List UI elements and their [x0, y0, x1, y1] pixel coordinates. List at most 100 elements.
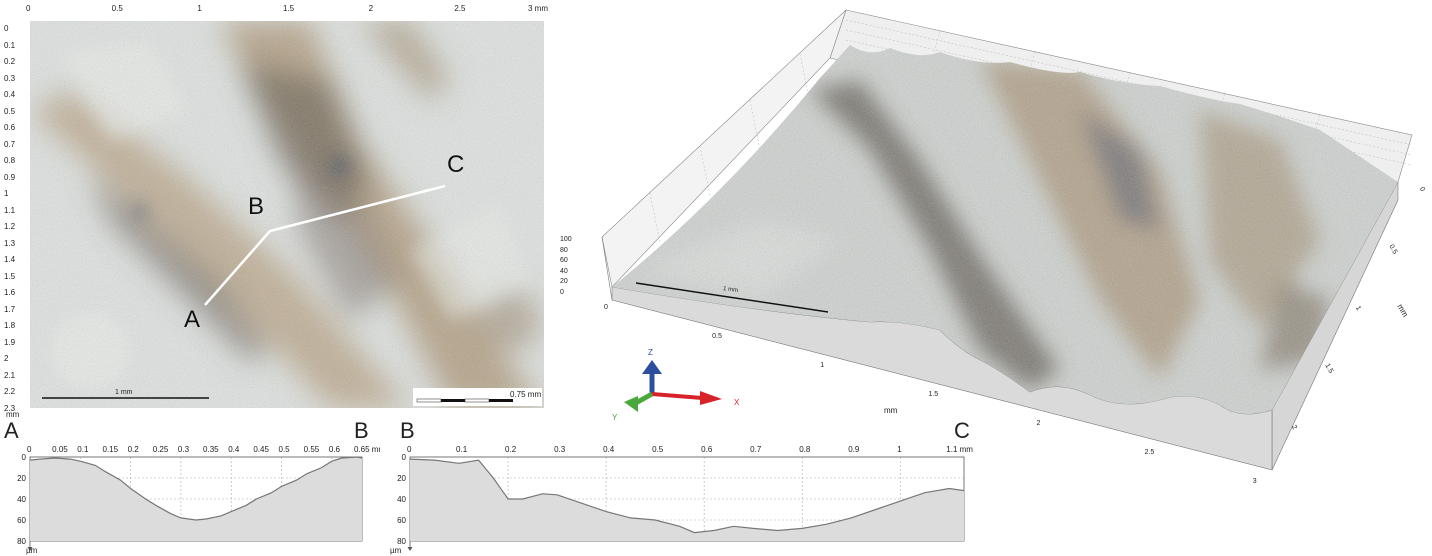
profile-x-tick: 0.6 [329, 445, 341, 454]
profile-bc-y-unit: µm [390, 546, 402, 555]
view3d-x-tick: 2 [1036, 420, 1041, 427]
view3d-scale-bar [635, 282, 829, 313]
view3d-y-tick: 2 [1289, 424, 1298, 432]
view3d-x-tick: 1 [820, 362, 825, 369]
axes-gizmo [624, 360, 722, 412]
axis-label-x: X [734, 398, 740, 407]
axis-label-z: Z [648, 348, 653, 357]
profile-x-tick: 0.2 [128, 445, 140, 454]
profile-y-tick: 20 [397, 474, 406, 483]
micrograph-y-tick: 0 [4, 24, 9, 33]
view3d-y-tick: 0 [1417, 186, 1426, 193]
micrograph-scale-bar-label: 1 mm [115, 389, 133, 396]
profile-x-tick: 0.05 [52, 445, 68, 454]
view3d-x-tick: 2.5 [1144, 449, 1155, 456]
view3d-z-tick: 40 [560, 267, 568, 275]
profile-y-tick: 80 [397, 537, 406, 546]
view3d-x-tick: 0.5 [712, 333, 722, 340]
profile-y-tick: 60 [397, 516, 406, 525]
profile-x-tick: 0.55 [304, 445, 320, 454]
micrograph-y-tick: 1.4 [4, 255, 16, 265]
view3d-x-tick: 1.5 [928, 391, 939, 398]
view3d-z-tick: 100 [560, 236, 572, 243]
micrograph-x-axis: 0 0.5 1 1.5 2 2.5 3 mm [26, 4, 548, 18]
profile-path-line [204, 184, 446, 306]
profile-x-tick: 0.25 [153, 445, 169, 454]
profile-x-tick: 0.3 [554, 445, 566, 454]
profile-bc-end-label: C [954, 418, 970, 443]
profile-line [409, 458, 965, 534]
micrograph-y-tick: 2 [4, 354, 9, 364]
micrograph-y-axis: 0 0.1 0.2 0.3 0.4 0.5 0.6 0.7 0.8 0.9 1 1.1 1.2 1.3 1.… [0, 24, 28, 413]
profile-y-tick: 60 [17, 516, 26, 525]
micrograph-y-tick: 1 [4, 189, 9, 199]
micrograph-y-tick: 2.2 [4, 387, 16, 397]
view3d-z-tick: 0 [560, 288, 564, 296]
profile-x-tick: 0.15 [102, 445, 118, 454]
profile-y-tick: 80 [17, 537, 26, 546]
profile-x-tick: 0.45 [253, 445, 269, 454]
micrograph-y-tick: 1.6 [4, 288, 16, 298]
profile-ab-y-unit: µm [26, 546, 38, 555]
view3d-y-tick: 0.5 [1387, 243, 1399, 255]
profile-x-tick: 0.9 [848, 445, 860, 454]
profile-area [30, 457, 362, 541]
profile-bc-chart: 0 0.1 0.2 0.3 0.4 0.5 0.6 0.7 0.8 0.9 1 1.1 mm 0 20 40… [397, 445, 973, 551]
profile-x-tick: 0.3 [178, 445, 190, 454]
micrograph-scale-bar2-label: 0.75 mm [510, 390, 542, 399]
micrograph-y-tick: 1.3 [4, 238, 16, 248]
point-label-a: A [184, 306, 201, 333]
micrograph-y-unit: mm [6, 410, 20, 419]
profile-x-tick: 0.8 [799, 445, 811, 454]
profile-x-tick: 0.1 [77, 445, 89, 454]
micrograph-x-tick: 3 mm [528, 4, 548, 13]
profile-x-tick: 0.7 [750, 445, 762, 454]
view3d-z-axis: 100 80 60 40 20 0 [560, 236, 590, 300]
profile-ab-panel: A B 0 0.05 0.1 0.15 0.2 0.25 0.3 0.35 0.4 0.45 0.5… [0, 412, 380, 556]
view3d-x-tick: 3 [1252, 478, 1257, 485]
view3d-z-tick: 20 [560, 278, 568, 285]
micrograph-y-tick: 1.7 [4, 304, 16, 314]
profile-x-tick: 0.35 [203, 445, 219, 454]
profile-ab-chart: 0 0.05 0.1 0.15 0.2 0.25 0.3 0.35 0.4 0.45 0.5 0.55… [17, 445, 380, 551]
micrograph-x-tick: 1.5 [283, 4, 295, 13]
micrograph-image [30, 21, 544, 408]
profile-x-tick: 1.1 mm [946, 445, 973, 454]
profile-x-tick: 0.4 [228, 445, 240, 454]
micrograph-y-tick: 2.3 [4, 404, 16, 413]
view3d-y-tick: 1 [1353, 305, 1362, 313]
profile-line [29, 456, 363, 521]
view3d-y-tick: 1.5 [1323, 362, 1335, 375]
micrograph-y-tick: 0.3 [4, 73, 16, 83]
micrograph-y-tick: 0.8 [4, 156, 16, 166]
profile-ab-start-label: A [4, 418, 19, 443]
profile-area [410, 459, 964, 541]
profile-y-tick: 20 [17, 474, 26, 483]
micrograph-y-tick: 1.8 [4, 321, 16, 331]
micrograph-y-tick: 0.7 [4, 139, 16, 149]
point-label-c: C [447, 151, 465, 178]
view3d-z-tick: 80 [560, 246, 568, 254]
view3d-canvas [601, 9, 1413, 471]
micrograph-y-tick: 0.4 [4, 90, 16, 100]
profile-x-tick: 0.5 [652, 445, 664, 454]
micrograph-y-tick: 1.2 [4, 222, 16, 232]
profile-x-tick: 0.65 mm [354, 445, 380, 454]
micrograph-y-tick: 1.1 [4, 205, 16, 215]
profile-x-tick: 0.1 [456, 445, 468, 454]
view3d-x-axis: 0 0.5 1 1.5 2 2.5 3 [560, 0, 1432, 500]
axis-label-y: Y [612, 413, 618, 422]
profile-x-tick: 0.4 [603, 445, 615, 454]
micrograph-y-tick: 0.1 [4, 40, 16, 50]
micrograph-x-tick: 0 [26, 4, 31, 13]
profile-y-tick: 0 [22, 453, 27, 462]
micrograph-y-tick: 0.2 [4, 57, 16, 67]
micrograph-x-tick: 2 [368, 4, 374, 13]
profile-x-tick: 0.2 [505, 445, 517, 454]
view3d-x-tick: 0 [604, 304, 608, 311]
profile-x-tick: 0.5 [279, 445, 291, 454]
profile-x-tick: 0.6 [701, 445, 713, 454]
micrograph-y-tick: 1.5 [4, 271, 16, 281]
view3d-panel: 1 mm 100 80 60 40 20 0 0 0.5 1 1.5 2 2.5 3 mm 0 0.5 1… [560, 0, 1432, 500]
point-label-b: B [248, 193, 265, 220]
